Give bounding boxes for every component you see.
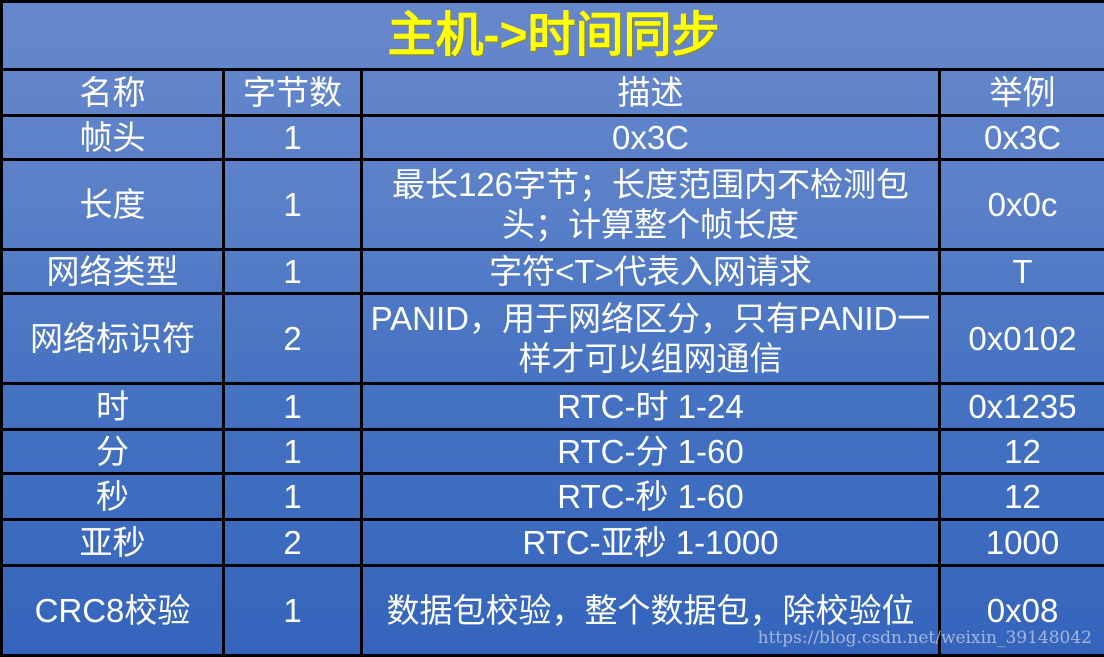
cell-bytes: 2 [224, 520, 362, 566]
cell-example: 0x0102 [940, 294, 1104, 384]
cell-example: 1000 [940, 520, 1104, 566]
cell-name: 秒 [2, 474, 224, 520]
cell-bytes: 1 [224, 384, 362, 430]
cell-name: 长度 [2, 160, 224, 250]
cell-description: RTC-秒 1-60 [362, 474, 940, 520]
cell-bytes: 1 [224, 430, 362, 474]
cell-name: 帧头 [2, 116, 224, 160]
cell-example: 12 [940, 430, 1104, 474]
cell-example: 0x0c [940, 160, 1104, 250]
cell-description: 最长126字节；长度范围内不检测包头；计算整个帧长度 [362, 160, 940, 250]
cell-description: RTC-分 1-60 [362, 430, 940, 474]
cell-description: PANID，用于网络区分，只有PANID一样才可以组网通信 [362, 294, 940, 384]
cell-bytes: 1 [224, 160, 362, 250]
cell-bytes: 1 [224, 474, 362, 520]
cell-example: 0x3C [940, 116, 1104, 160]
cell-description: RTC-时 1-24 [362, 384, 940, 430]
cell-name: 时 [2, 384, 224, 430]
cell-bytes: 1 [224, 116, 362, 160]
header-name: 名称 [2, 70, 224, 116]
cell-description: RTC-亚秒 1-1000 [362, 520, 940, 566]
cell-example: 12 [940, 474, 1104, 520]
cell-bytes: 1 [224, 250, 362, 294]
cell-name: CRC8校验 [2, 566, 224, 656]
cell-bytes: 2 [224, 294, 362, 384]
table-title: 主机->时间同步 [2, 2, 1104, 70]
header-bytes: 字节数 [224, 70, 362, 116]
cell-name: 网络标识符 [2, 294, 224, 384]
cell-example: T [940, 250, 1104, 294]
cell-name: 网络类型 [2, 250, 224, 294]
header-row: 名称 字节数 描述 举例 [2, 70, 1104, 116]
cell-bytes: 1 [224, 566, 362, 656]
cell-name: 分 [2, 430, 224, 474]
cell-description: 字符<T>代表入网请求 [362, 250, 940, 294]
header-example: 举例 [940, 70, 1104, 116]
header-description: 描述 [362, 70, 940, 116]
cell-description: 0x3C [362, 116, 940, 160]
cell-example: 0x1235 [940, 384, 1104, 430]
cell-name: 亚秒 [2, 520, 224, 566]
watermark: https://blog.csdn.net/weixin_39148042 [758, 628, 1092, 648]
